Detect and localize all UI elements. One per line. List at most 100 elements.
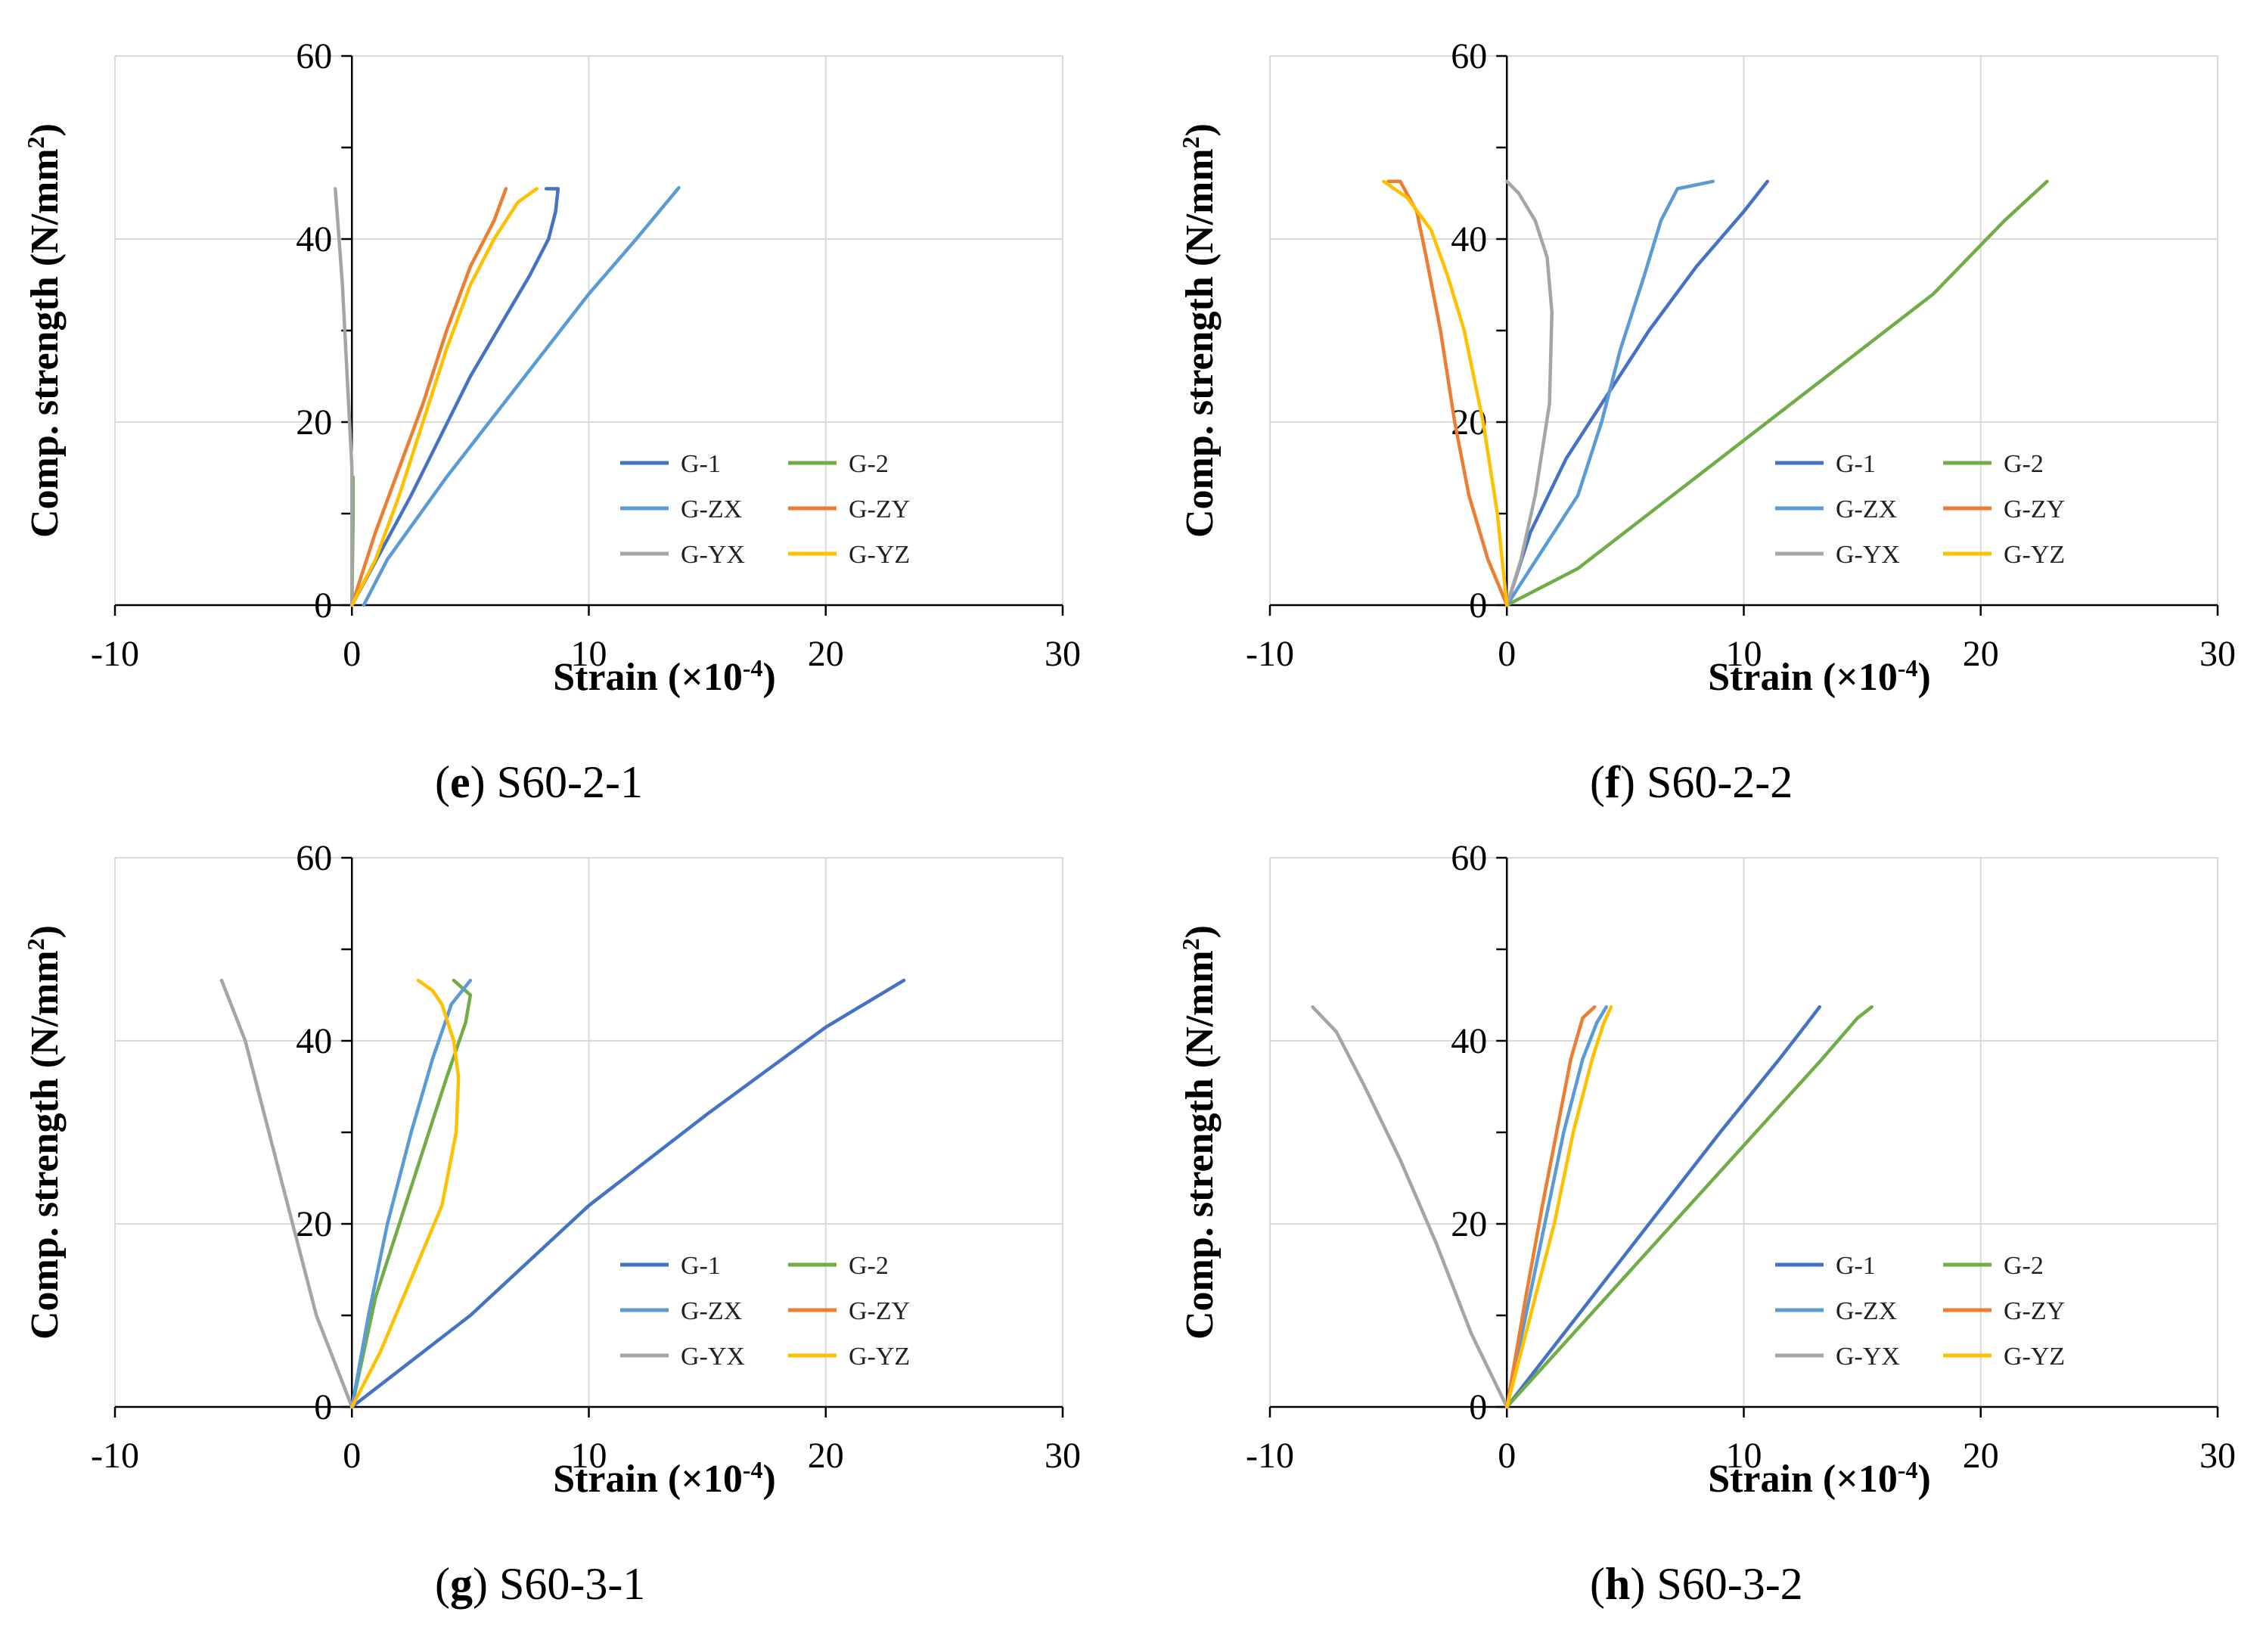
x-tick-label: -10	[1246, 634, 1294, 674]
y-axis-title-sup: 2	[1177, 136, 1204, 148]
series-line-g-zy	[350, 187, 508, 607]
x-tick-label: 0	[343, 1436, 361, 1476]
grid	[1269, 857, 2218, 1408]
legend-label-g-2: G-2	[2004, 450, 2044, 478]
caption-text: S60-3-2	[1656, 1559, 1803, 1609]
legend: G-1 G-2 G-ZX G-ZY G-YX G-YZ	[1775, 450, 2065, 569]
legend-label-g-yz: G-YZ	[849, 1343, 910, 1371]
x-axis-title-end: )	[762, 1458, 775, 1501]
series-line-g-1	[350, 187, 560, 607]
series-line-g-yz	[1505, 1005, 1613, 1409]
x-tick-label: 20	[808, 634, 844, 674]
panel-caption-g: (g) S60-3-1	[435, 1559, 646, 1609]
y-axis-title-end: )	[23, 925, 67, 938]
legend: G-1 G-2 G-ZX G-ZY G-YX G-YZ	[620, 450, 910, 569]
y-tick-label: 20	[296, 402, 332, 442]
y-tick-label: 60	[1451, 36, 1487, 76]
legend-label-g-zy: G-ZY	[849, 495, 910, 523]
y-axis-title-end: )	[1178, 925, 1222, 938]
legend-label-g-zx: G-ZX	[681, 495, 742, 523]
y-axis-title-sup: 2	[22, 938, 49, 950]
y-tick-label: 0	[1469, 585, 1487, 626]
y-tick-label: 20	[296, 1204, 332, 1244]
series-line-g-2	[350, 978, 473, 1409]
x-tick-label: 30	[2199, 634, 2236, 674]
y-tick-label: 40	[1451, 219, 1487, 259]
legend-label-g-zy: G-ZY	[2004, 1297, 2065, 1325]
series-line-g-yx	[1311, 1005, 1509, 1409]
x-axis-title-end: )	[762, 656, 775, 699]
y-axis-title-main: Comp. strength (N/mm	[23, 148, 67, 538]
legend-label-g-yx: G-YX	[1836, 1343, 1900, 1371]
legend-label-g-2: G-2	[849, 1252, 889, 1280]
legend-label-g-yz: G-YZ	[2004, 541, 2065, 569]
y-tick-label: 60	[1451, 838, 1487, 878]
y-axis-title-end: )	[23, 123, 67, 136]
series-line-g-zx	[1505, 1005, 1609, 1409]
series-line-g-1	[1505, 1005, 1821, 1409]
x-axis-title-end: )	[1917, 1458, 1930, 1501]
legend-label-g-1: G-1	[681, 1252, 721, 1280]
legend-label-g-yz: G-YZ	[2004, 1343, 2065, 1371]
y-tick-label: 40	[296, 219, 332, 259]
y-axis-title: Comp. strength (N/mm2)	[1177, 123, 1222, 538]
x-axis-title-end: )	[1917, 656, 1930, 699]
legend-label-g-yz: G-YZ	[849, 541, 910, 569]
legend-label-g-yx: G-YX	[681, 1343, 745, 1371]
x-tick-label: 20	[808, 1436, 844, 1476]
legend-label-g-zy: G-ZY	[2004, 495, 2065, 523]
legend-label-g-yx: G-YX	[681, 541, 745, 569]
legend-label-g-zx: G-ZX	[1836, 1297, 1897, 1325]
series-line-g-yz	[1382, 179, 1509, 607]
x-axis-title-sup: -4	[1898, 1456, 1918, 1483]
series-line-g-yx	[334, 187, 354, 607]
x-tick-label: 30	[1045, 634, 1081, 674]
y-axis-title-end: )	[1178, 123, 1222, 136]
y-tick-label: 0	[314, 585, 332, 626]
panel-caption-h: (h) S60-3-2	[1590, 1559, 1803, 1609]
x-tick-label: 0	[1498, 634, 1516, 674]
x-tick-label: 0	[1498, 1436, 1516, 1476]
legend-label-g-1: G-1	[1836, 450, 1876, 478]
y-tick-label: 40	[1451, 1021, 1487, 1061]
y-tick-label: 0	[314, 1387, 332, 1427]
x-tick-label: 0	[343, 634, 361, 674]
legend: G-1 G-2 G-ZX G-ZY G-YX G-YZ	[620, 1252, 910, 1371]
series-line-g-yz	[350, 187, 539, 607]
x-tick-label: 20	[1963, 1436, 1999, 1476]
y-tick-label: 40	[296, 1021, 332, 1061]
series-line-g-yx	[1505, 179, 1554, 607]
x-axis-title-main: Strain (×10	[1708, 1458, 1898, 1501]
legend: G-1 G-2 G-ZX G-ZY G-YX G-YZ	[1775, 1252, 2065, 1371]
y-tick-label: 0	[1469, 1387, 1487, 1427]
panel-caption-f: (f) S60-2-2	[1590, 757, 1793, 807]
legend-label-g-1: G-1	[681, 450, 721, 478]
x-tick-label: -10	[91, 1436, 139, 1476]
series-line-g-zx	[362, 185, 681, 607]
series-line-g-zx	[1505, 179, 1715, 607]
series-line-g-2	[1505, 1005, 1874, 1409]
series-line-g-1	[350, 978, 906, 1409]
y-axis-title-main: Comp. strength (N/mm	[1178, 148, 1222, 538]
legend-label-g-2: G-2	[2004, 1252, 2044, 1280]
series-line-g-zy	[1386, 179, 1509, 607]
x-tick-label: 10	[571, 1436, 607, 1476]
x-axis-title: Strain (×10-4)	[553, 1456, 776, 1501]
y-axis-title: Comp. strength (N/mm2)	[22, 123, 67, 538]
caption-text: S60-2-2	[1646, 757, 1793, 807]
x-axis-title-main: Strain (×10	[553, 656, 743, 699]
y-tick-label: 60	[296, 36, 332, 76]
x-axis-title-sup: -4	[743, 654, 763, 682]
caption-text: S60-2-1	[496, 757, 643, 807]
caption-text: S60-3-1	[498, 1559, 646, 1609]
caption-letter: f	[1604, 757, 1620, 807]
series-line-g-1	[1505, 179, 1770, 607]
series-line-g-yx	[219, 978, 354, 1409]
x-tick-label: -10	[1246, 1436, 1294, 1476]
x-axis-title-sup: -4	[743, 1456, 763, 1483]
series-line-g-2	[1505, 179, 2049, 607]
